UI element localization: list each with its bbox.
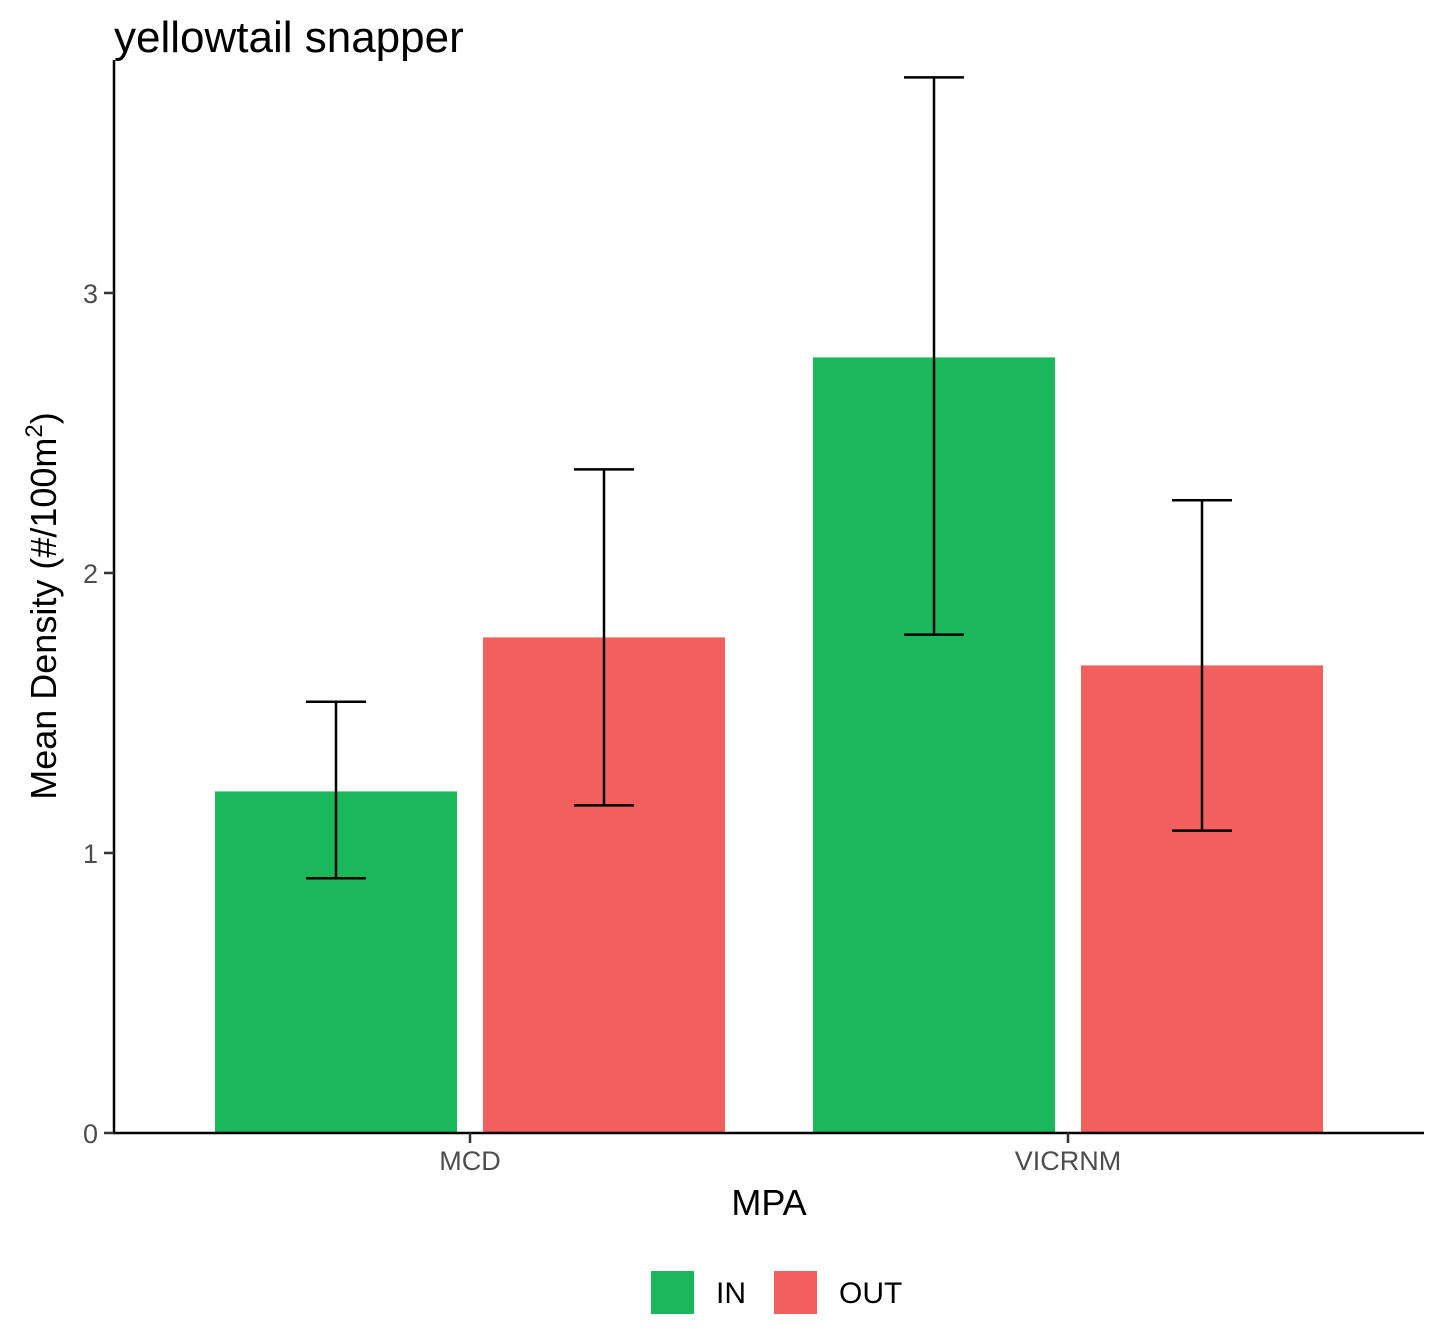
y-tick-label: 3 — [83, 279, 98, 309]
x-tick-label: MCD — [439, 1146, 501, 1176]
legend-item-out: OUT — [774, 1271, 902, 1314]
axes-layer — [112, 60, 1424, 1135]
legend-label: IN — [716, 1277, 746, 1310]
chart-title: yellowtail snapper — [114, 13, 464, 62]
legend: IN OUT — [651, 1271, 902, 1314]
y-ticks-layer: 0 1 2 3 — [83, 279, 114, 1149]
error-bar-out-vicrnm — [1172, 498, 1232, 832]
legend-label: OUT — [839, 1277, 902, 1310]
bars-layer — [215, 357, 1323, 1133]
error-bars-layer — [306, 76, 1232, 880]
x-ticks-layer: MCD VICRNM — [439, 1133, 1121, 1176]
y-tick-label: 2 — [83, 559, 98, 589]
legend-swatch — [651, 1271, 694, 1314]
error-bar-in-vicrnm — [904, 76, 964, 636]
x-tick-label: VICRNM — [1015, 1146, 1122, 1176]
error-bar-in-mcd — [306, 700, 366, 880]
legend-swatch — [774, 1271, 817, 1314]
y-axis-title: Mean Density (#/100m2) — [21, 412, 64, 800]
y-tick-label: 1 — [83, 839, 98, 869]
y-axis-title-main: Mean Density (#/100m — [23, 438, 64, 800]
y-axis-title-close: ) — [23, 412, 64, 424]
x-axis-title: MPA — [731, 1182, 806, 1223]
y-tick-label: 0 — [83, 1119, 98, 1149]
legend-item-in: IN — [651, 1271, 746, 1314]
error-bar-out-mcd — [574, 468, 634, 807]
y-axis-title-superscript: 2 — [21, 424, 48, 437]
